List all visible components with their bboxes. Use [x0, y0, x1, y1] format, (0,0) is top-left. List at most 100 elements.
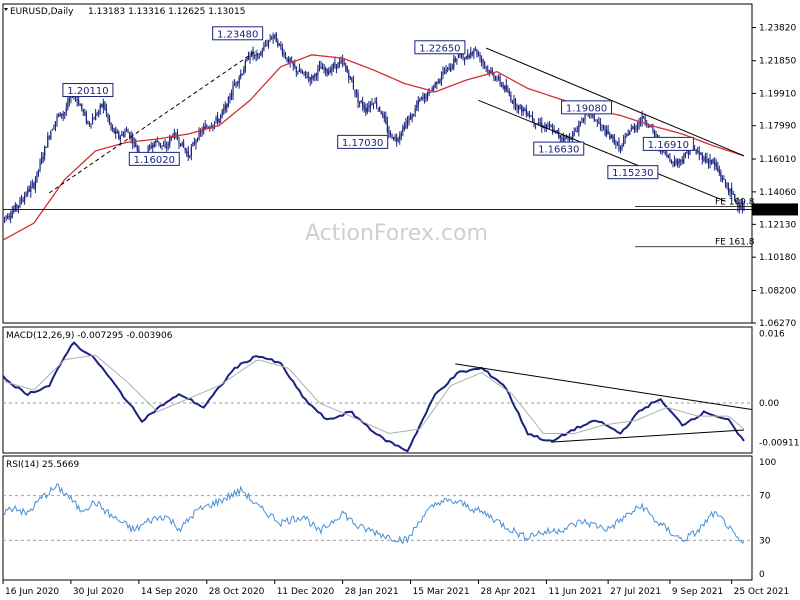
candle-body: [519, 105, 521, 106]
candle-body: [420, 97, 422, 99]
candle-body: [516, 106, 518, 109]
candle-body: [193, 142, 196, 144]
candle-body: [281, 48, 284, 54]
candle-body: [91, 118, 94, 124]
candle-body: [700, 153, 702, 155]
candle-body: [105, 108, 108, 113]
candle-body: [328, 71, 330, 76]
candle-body: [112, 127, 114, 129]
candle-body: [257, 53, 259, 56]
candle-body: [229, 96, 231, 99]
candle-body: [738, 207, 740, 209]
candle-body: [528, 113, 531, 116]
price-tick-label: 1.17990: [759, 122, 796, 132]
candle-body: [13, 209, 15, 213]
candle-body: [445, 68, 447, 74]
candle-body: [584, 113, 586, 121]
candle-body: [609, 135, 611, 138]
candle-body: [465, 56, 467, 60]
candle-body: [664, 151, 666, 154]
candle-body: [161, 145, 163, 147]
candle-body: [706, 156, 708, 163]
last-price-label: 1.13015: [759, 205, 796, 215]
candle-body: [419, 99, 421, 102]
candle-body: [50, 131, 52, 139]
candle-body: [155, 140, 157, 143]
price-tick-label: 1.14060: [759, 188, 796, 198]
candle-body: [647, 126, 649, 128]
candle-body: [454, 58, 456, 61]
candle-body: [351, 77, 353, 83]
candle-body: [518, 105, 520, 110]
candle-body: [57, 114, 60, 116]
candle-body: [110, 122, 112, 129]
candle-body: [135, 142, 137, 148]
candle-body: [593, 112, 595, 120]
candle-body: [235, 82, 237, 84]
candle-body: [443, 72, 446, 74]
candle-body: [595, 120, 597, 122]
time-label: 16 Jun 2020: [5, 587, 59, 597]
candle-body: [122, 133, 125, 136]
candle-body: [565, 137, 568, 139]
time-label: 9 Sep 2021: [672, 587, 723, 597]
candle-body: [372, 103, 375, 105]
macd-title: MACD(12,26,9) -0.007295 -0.003906: [6, 331, 173, 341]
candle-body: [230, 94, 233, 100]
candle-body: [34, 180, 37, 189]
candle-body: [159, 143, 162, 146]
price-annotation-text: 1.19080: [566, 103, 607, 114]
candle-body: [363, 106, 365, 109]
candle-body: [721, 177, 723, 181]
candle-body: [604, 129, 606, 136]
candle-body: [440, 76, 443, 81]
candle-body: [687, 150, 690, 155]
candle-body: [362, 101, 364, 107]
price-annotation: 1.23480: [212, 26, 264, 41]
candle-body: [408, 117, 410, 122]
candle-body: [321, 66, 324, 70]
candle-body: [2, 217, 4, 219]
candle-body: [243, 69, 245, 75]
candle-body: [470, 52, 472, 57]
candle-body: [462, 53, 464, 58]
candle-body: [149, 146, 151, 148]
price-annotation-text: 1.15230: [612, 168, 653, 179]
candle-body: [267, 40, 270, 45]
candle-body: [701, 153, 703, 160]
candle-body: [263, 45, 265, 51]
macd-line: [2, 341, 745, 453]
candle-body: [220, 115, 222, 119]
candle-body: [315, 74, 317, 76]
candle-body: [568, 137, 571, 140]
candle-body: [25, 194, 27, 195]
candle-body: [90, 123, 92, 125]
candle-body: [468, 55, 470, 58]
candle-body: [254, 54, 256, 56]
candle-body: [204, 125, 206, 129]
candle-body: [487, 68, 489, 70]
candle-body: [218, 118, 220, 124]
candle-body: [643, 116, 645, 119]
price-annotation-text: 1.23480: [217, 29, 258, 40]
candle-body: [121, 133, 123, 136]
candle-body: [714, 161, 716, 165]
candle-body: [31, 183, 33, 185]
candle-body: [173, 132, 175, 139]
candle-body: [297, 72, 299, 73]
candle-body: [678, 159, 680, 163]
candle-body: [542, 127, 544, 129]
candle-body: [366, 107, 368, 113]
candle-body: [317, 68, 319, 76]
candle-body: [677, 161, 679, 165]
candle-body: [101, 104, 103, 107]
candle-body: [136, 146, 138, 150]
candle-body: [392, 137, 395, 140]
price-annotation: 1.20110: [62, 83, 114, 98]
candle-body: [534, 123, 537, 125]
candle-body: [572, 133, 574, 140]
candle-body: [130, 136, 132, 139]
candle-body: [200, 131, 202, 133]
candle-body: [439, 79, 441, 84]
candle-body: [616, 142, 619, 144]
